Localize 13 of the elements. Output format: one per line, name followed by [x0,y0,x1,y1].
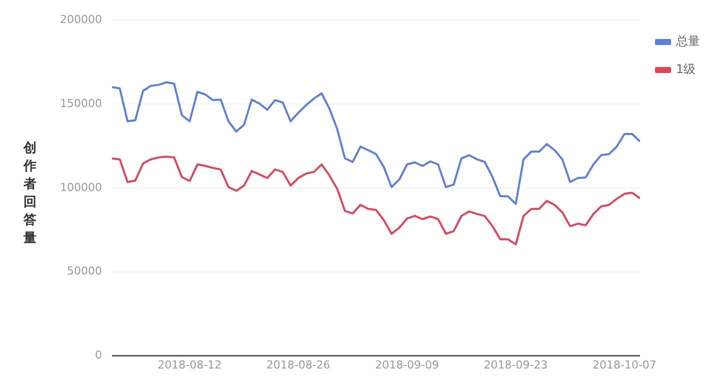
y-tick-label: 150000 [60,96,102,110]
y-tick-label: 50000 [66,264,102,278]
x-tick-label: 2018-08-26 [266,358,330,372]
y-tick-label: 100000 [60,180,102,194]
legend-label: 总量 [675,34,700,48]
x-tick-label: 2018-08-12 [158,358,222,372]
x-tick-label: 2018-09-23 [484,358,548,372]
y-axis-title: 创作者回答量 [22,140,38,248]
legend-label: 1级 [676,62,696,76]
x-tick-label: 2018-09-09 [375,358,440,372]
x-tick-label: 2018-10-07 [592,358,656,372]
y-tick-label: 0 [94,348,102,362]
y-tick-label: 200000 [60,12,102,26]
